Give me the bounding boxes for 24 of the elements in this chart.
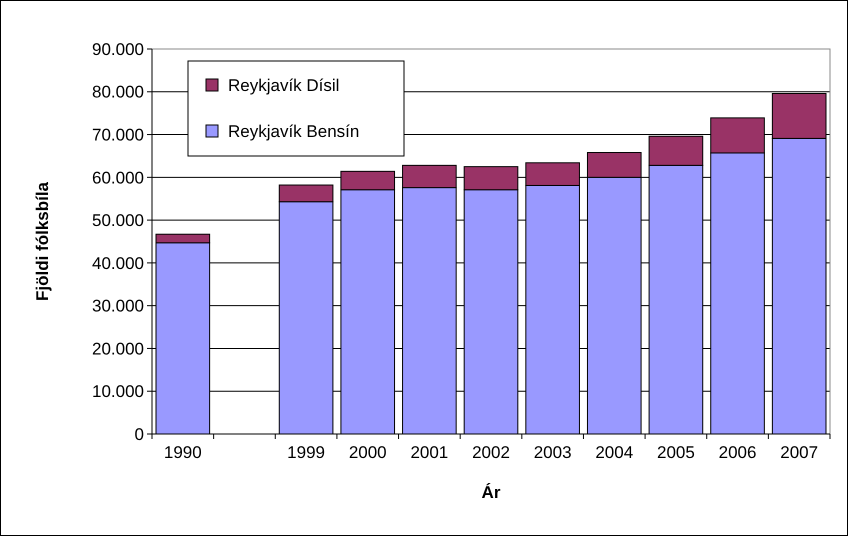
x-tick-label: 1990 (164, 443, 202, 462)
x-tick-label: 2002 (472, 443, 510, 462)
x-tick-label: 2006 (718, 443, 756, 462)
x-tick-label: 2001 (410, 443, 448, 462)
y-tick-label: 30.000 (92, 296, 144, 316)
x-tick-label: 2007 (780, 443, 818, 462)
legend-label: Reykjavík Dísil (228, 76, 340, 95)
x-tick-label: 2005 (656, 443, 695, 462)
x-tick-label: 1999 (287, 443, 326, 462)
x-tick-label: 2003 (534, 443, 572, 462)
y-tick-label: 90.000 (92, 40, 144, 59)
y-axis-title: Fjöldi fólksbíla (33, 181, 52, 302)
x-tick-label: 2000 (348, 443, 387, 462)
y-tick-label: 60.000 (92, 168, 144, 188)
y-tick-label: 20.000 (92, 339, 144, 358)
legend-label: Reykjavík Bensín (228, 122, 360, 141)
y-tick-label: 80.000 (92, 82, 144, 102)
y-tick-label: 10.000 (92, 382, 144, 402)
y-tick-label: 50.000 (92, 211, 144, 230)
y-tick-label: 40.000 (92, 254, 144, 273)
y-tick-label: 0 (134, 424, 144, 444)
x-tick-label: 2004 (595, 443, 634, 462)
y-tick-label: 70.000 (92, 126, 144, 145)
x-axis-title: Ár (482, 482, 501, 502)
